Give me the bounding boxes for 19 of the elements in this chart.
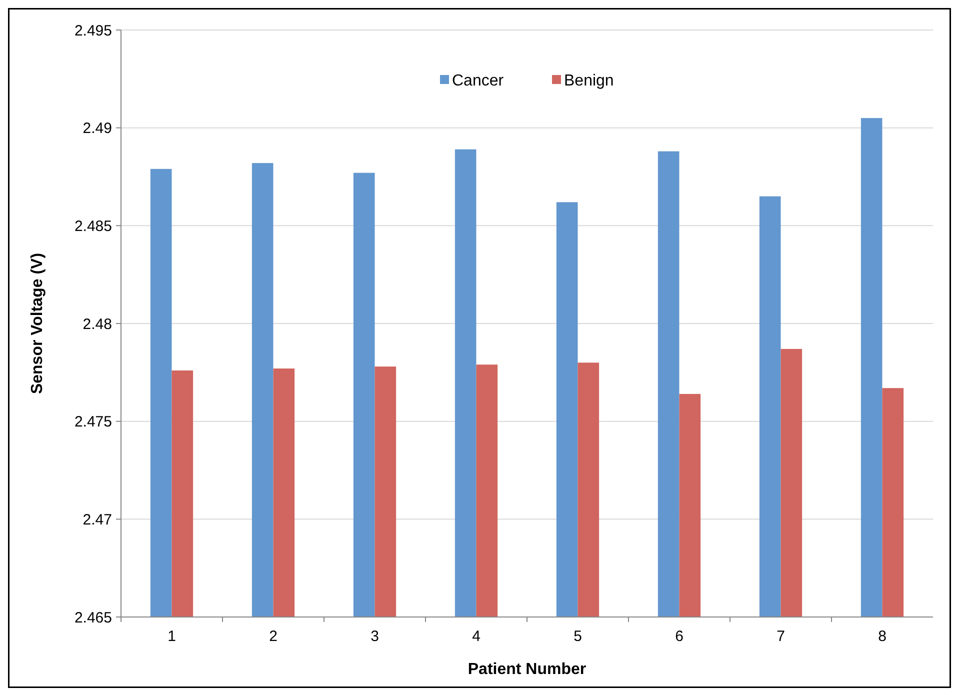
y-tick-label: 2.475 <box>74 414 112 431</box>
x-tick-label: 1 <box>168 628 176 645</box>
y-tick-label: 2.48 <box>82 316 112 333</box>
x-tick-label: 2 <box>269 628 278 645</box>
legend-label: Cancer <box>452 72 504 90</box>
x-tick-label: 5 <box>574 628 582 645</box>
x-tick-label: 4 <box>472 628 480 645</box>
legend-label: Benign <box>564 72 614 90</box>
y-tick-label: 2.49 <box>82 120 112 138</box>
x-tick-label: 3 <box>370 628 379 645</box>
y-tick-label: 2.47 <box>82 511 112 528</box>
x-tick-label: 8 <box>878 628 886 645</box>
y-tick-label: 2.465 <box>74 609 112 626</box>
y-tick-label: 2.485 <box>74 218 112 235</box>
x-axis-title: Patient Number <box>468 661 586 678</box>
x-tick-label: 6 <box>675 628 684 645</box>
y-tick-label: 2.495 <box>74 22 112 40</box>
y-axis-title: Sensor Voltage (V) <box>29 252 46 394</box>
x-tick-label: 7 <box>776 628 785 645</box>
